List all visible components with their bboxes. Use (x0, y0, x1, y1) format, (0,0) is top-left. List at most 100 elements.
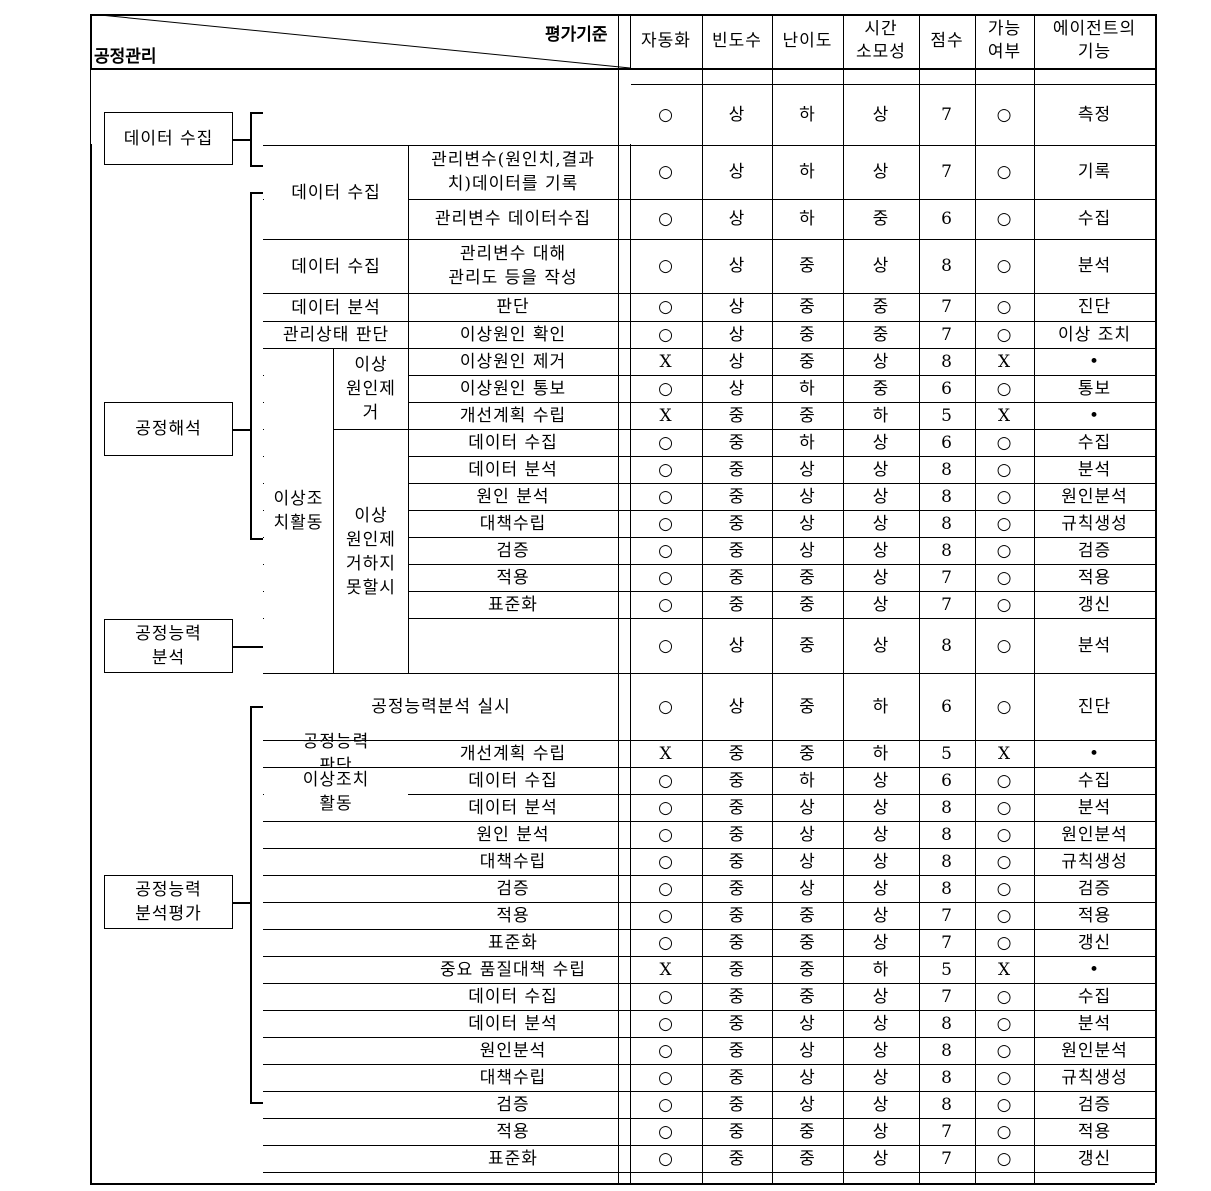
divider-line (618, 14, 619, 1183)
row-line (263, 429, 1155, 430)
row-line (263, 456, 1155, 457)
cell-time-consumption: 상 (872, 797, 890, 818)
cell-feasibility: X (997, 743, 1012, 764)
cell-score: 8 (941, 351, 953, 372)
cell-difficulty: 상 (799, 851, 816, 872)
cell-score: 8 (941, 1013, 953, 1034)
cell-frequency: 중 (728, 1013, 746, 1034)
cell-difficulty: 하 (799, 162, 816, 182)
cell-agent-function: 통보 (1077, 378, 1112, 399)
row-line (263, 199, 1155, 200)
row-line (263, 983, 1155, 984)
cell-score: 8 (941, 635, 953, 656)
cell-feasibility: ○ (996, 1094, 1013, 1115)
header-bottom-border (90, 68, 1155, 70)
cell-agent-function: 분석 (1077, 1013, 1112, 1034)
cell-automation: ○ (658, 1013, 674, 1034)
process-step: 관리변수 대해 관리도 등을 작성 (448, 244, 578, 288)
process-step: 데이터 분석 (468, 1013, 558, 1034)
cell-frequency: 중 (728, 851, 746, 872)
cell-difficulty: 하 (799, 104, 816, 125)
cell-feasibility: ○ (996, 432, 1013, 453)
header-frequency: 빈도수 (712, 30, 762, 51)
cell-score: 8 (941, 486, 953, 507)
process-step: 이상원인 확인 (459, 324, 567, 345)
cell-automation: ○ (658, 1121, 674, 1142)
cell-frequency: 중 (728, 459, 746, 480)
cell-automation: X (659, 405, 673, 426)
cell-score: 6 (941, 432, 953, 453)
cell-automation: ○ (658, 459, 674, 480)
row-line (263, 740, 1155, 741)
cell-score: 6 (941, 378, 953, 399)
cell-difficulty: 상 (799, 824, 816, 845)
cell-frequency: 중 (728, 743, 746, 764)
cell-difficulty: 중 (799, 696, 816, 717)
process-step: 대책수립 (479, 513, 547, 534)
cell-frequency: 중 (728, 905, 746, 926)
bracket-line (250, 112, 263, 114)
cell-feasibility: ○ (996, 905, 1013, 926)
group-g5b: 이상 원인제 거하지 못할시 (334, 430, 408, 673)
cell-difficulty: 하 (799, 770, 816, 791)
process-step: 데이터 분석 (468, 797, 558, 818)
cell-frequency: 중 (728, 432, 746, 453)
header-automation: 자동화 (641, 30, 691, 51)
cell-agent-function: 검증 (1077, 878, 1112, 899)
cell-feasibility: ○ (996, 1013, 1013, 1034)
cell-automation: ○ (658, 540, 674, 561)
cell-automation: ○ (658, 932, 674, 953)
cell-agent-function: 규칙생성 (1061, 513, 1128, 534)
process-step: 검증 (496, 1094, 530, 1115)
cell-agent-function: 적용 (1077, 905, 1112, 926)
connector-line (233, 902, 250, 904)
cell-difficulty: 상 (799, 1040, 816, 1061)
cell-automation: ○ (658, 1094, 674, 1115)
cell-time-consumption: 하 (872, 959, 890, 980)
cell-frequency: 상 (728, 104, 746, 125)
header-time-consumption: 시간 소모성 (856, 19, 906, 62)
cell-time-consumption: 상 (872, 432, 890, 453)
cell-frequency: 중 (728, 1067, 746, 1088)
cell-frequency: 중 (728, 567, 746, 588)
cell-automation: X (659, 959, 673, 980)
row-line (263, 902, 1155, 903)
group-g7: 공정능력 판단 (264, 732, 408, 776)
cell-automation: ○ (658, 1040, 674, 1061)
process-step: 원인 분석 (476, 486, 550, 507)
cell-difficulty: 중 (799, 1121, 816, 1142)
row-line (263, 821, 1155, 822)
cell-automation: ○ (658, 513, 674, 534)
cell-frequency: 중 (728, 513, 746, 534)
cell-score: 8 (941, 540, 953, 561)
cell-time-consumption: 상 (872, 770, 890, 791)
cell-time-consumption: 상 (872, 1148, 890, 1169)
cell-feasibility: ○ (996, 635, 1013, 656)
cell-time-consumption: 하 (872, 743, 890, 764)
cell-difficulty: 중 (799, 959, 816, 980)
cell-score: 7 (941, 986, 953, 1007)
cell-score: 7 (941, 297, 953, 317)
cell-difficulty: 중 (799, 635, 816, 656)
cell-difficulty: 상 (799, 459, 816, 480)
row-line (263, 1145, 1155, 1146)
cell-difficulty: 상 (799, 1094, 816, 1115)
header-corner-process-management: 공정관리 (94, 47, 157, 67)
cell-agent-function: 분석 (1077, 797, 1112, 818)
cell-automation: ○ (658, 378, 674, 399)
column-line (333, 348, 334, 673)
cell-feasibility: X (997, 959, 1012, 980)
cell-automation: ○ (658, 486, 674, 507)
group-g4: 관리상태 판단 (264, 322, 408, 348)
bracket-line (250, 192, 263, 194)
cell-agent-function: • (1088, 959, 1101, 980)
cell-agent-function: 측정 (1077, 104, 1112, 125)
cell-frequency: 상 (728, 209, 746, 229)
cell-feasibility: ○ (996, 256, 1013, 276)
cell-frequency: 상 (728, 696, 746, 717)
cell-feasibility: X (997, 351, 1012, 372)
row-line (263, 929, 1155, 930)
cell-automation: ○ (658, 797, 674, 818)
cell-difficulty: 중 (799, 1148, 816, 1169)
group-g2: 데이터 수집 (264, 240, 408, 293)
